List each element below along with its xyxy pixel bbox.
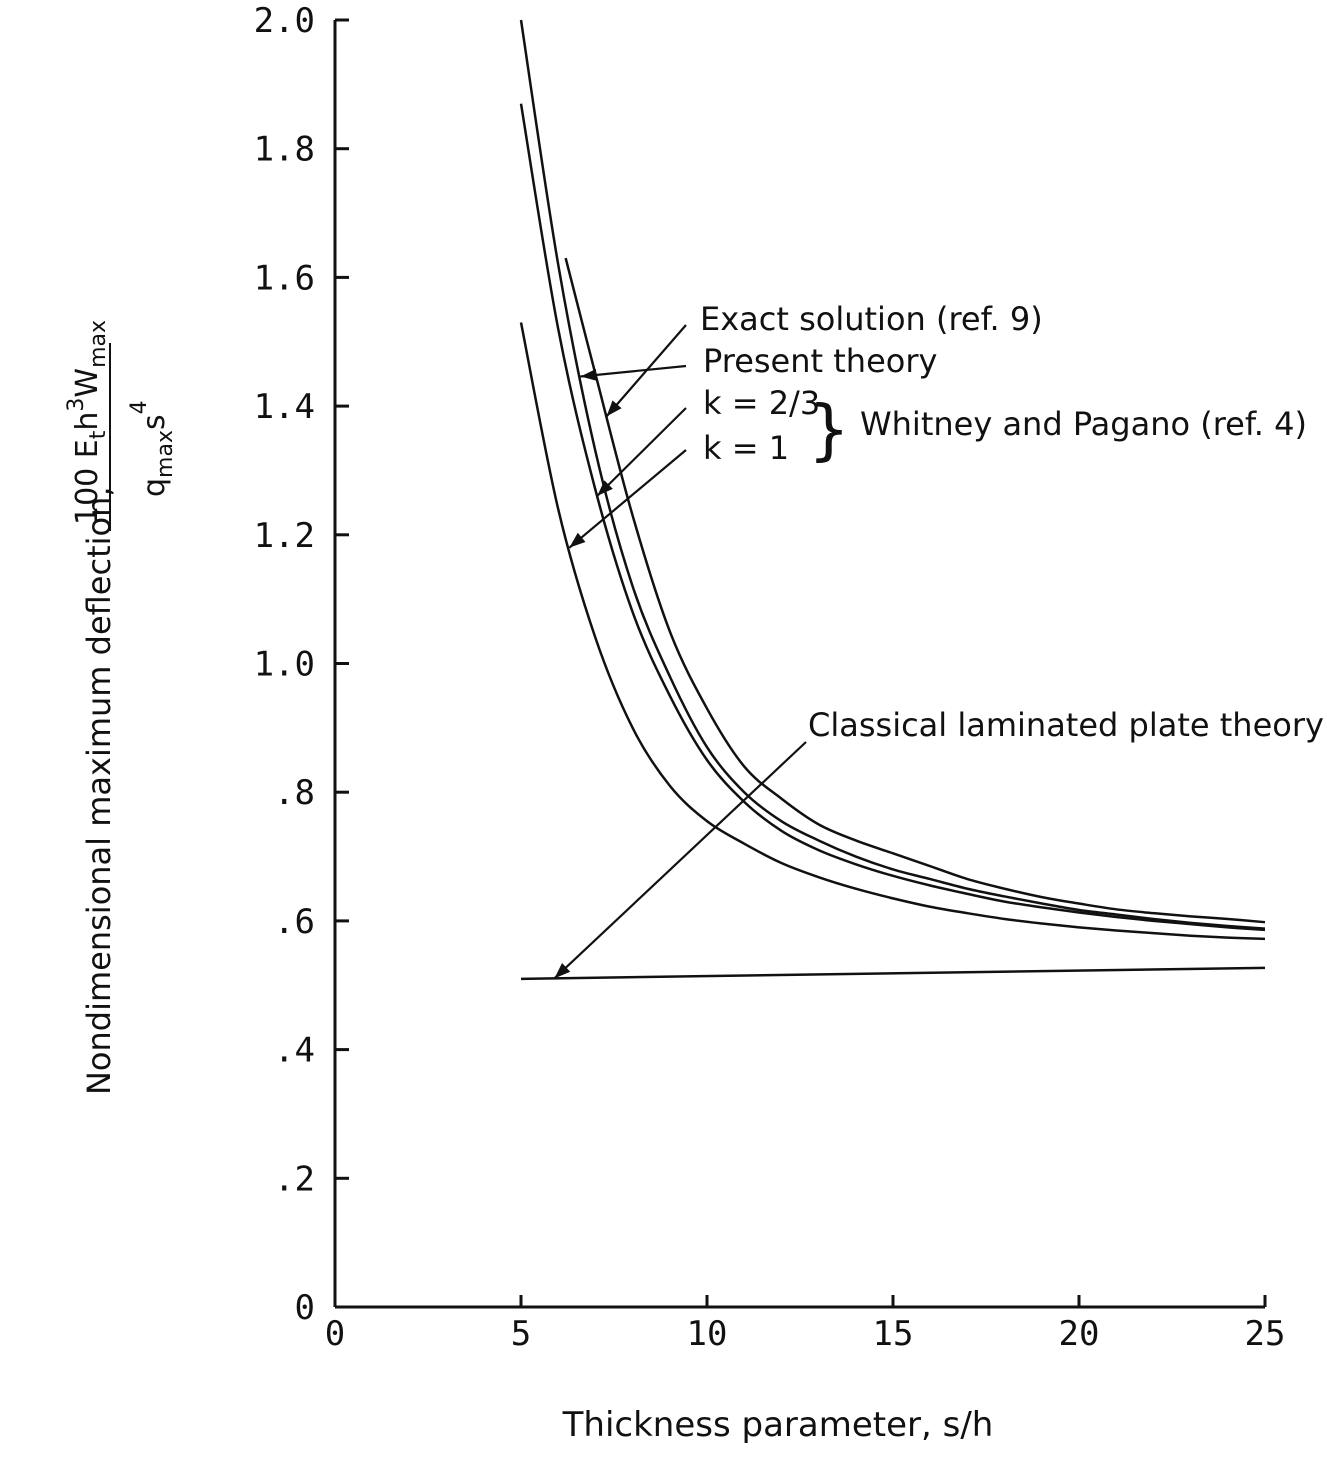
- num-part-t: t: [86, 430, 111, 439]
- leader-line: [596, 407, 687, 497]
- annotation-present: Present theory: [703, 342, 937, 380]
- leader-line: [568, 449, 687, 549]
- annotation-k-one: k = 1: [703, 429, 789, 467]
- annotation-k-two-thirds: k = 2/3: [703, 384, 820, 422]
- series-line-0: [564, 257, 1266, 924]
- arrowhead: [597, 480, 613, 496]
- y-tick-label: .4: [274, 1031, 315, 1071]
- series-line-4: [520, 966, 1266, 981]
- y-tick-label: 1.0: [254, 645, 315, 685]
- arrowhead: [554, 962, 571, 979]
- y-axis-fraction: 100 Eth3Wmax qmaxs4: [64, 320, 178, 531]
- num-part-100E: 100 E: [70, 439, 105, 525]
- y-axis-numerator: 100 Eth3Wmax: [64, 320, 111, 525]
- num-part-W: W: [70, 368, 105, 398]
- den-part-4: 4: [127, 400, 152, 414]
- axes: [333, 20, 1265, 1309]
- x-tick-label: 15: [873, 1314, 914, 1354]
- leader-line: [553, 741, 807, 980]
- y-axis-denominator: qmaxs4: [127, 400, 178, 497]
- x-tick-label: 20: [1059, 1314, 1100, 1354]
- num-part-max: max: [86, 320, 111, 368]
- y-axis-label-prefix: Nondimensional maximum deflection,: [80, 486, 118, 1095]
- y-tick-label: .6: [274, 902, 315, 942]
- tick-marks: 0 .2 .4 .6 .8 1.0 1.2 1.4 1.6 1.8 2.0 0 5 10 15 20 25: [254, 1, 1286, 1354]
- annotation-whitney-pagano: Whitney and Pagano (ref. 4): [860, 405, 1307, 443]
- y-tick-label: 1.4: [254, 387, 315, 427]
- arrowhead: [580, 368, 598, 381]
- den-part-q: q: [137, 478, 172, 497]
- x-tick-label: 5: [511, 1314, 531, 1354]
- arrowhead: [569, 532, 586, 548]
- curves: [519, 19, 1266, 981]
- annotation-leaders: [553, 324, 807, 980]
- x-tick-label: 0: [325, 1314, 345, 1354]
- y-tick-label: 1.2: [254, 516, 315, 556]
- annotation-exact: Exact solution (ref. 9): [700, 300, 1043, 338]
- den-part-s: s: [137, 414, 172, 430]
- num-part-h: h: [70, 412, 105, 431]
- y-tick-label: .2: [274, 1159, 315, 1199]
- y-tick-label: 0: [295, 1288, 315, 1328]
- y-tick-label: 1.6: [254, 258, 315, 298]
- y-tick-label: .8: [274, 773, 315, 813]
- den-part-max: max: [153, 430, 178, 478]
- series-line-3: [519, 322, 1266, 941]
- x-axis-label: Thickness parameter, s/h: [562, 1405, 994, 1445]
- annotation-classical: Classical laminated plate theory: [808, 706, 1324, 744]
- x-tick-label: 10: [687, 1314, 728, 1354]
- y-tick-label: 1.8: [254, 130, 315, 170]
- y-axis-label: Nondimensional maximum deflection, 100 E…: [64, 320, 178, 1095]
- x-tick-label: 25: [1245, 1314, 1286, 1354]
- annotation-brace: }: [808, 391, 850, 468]
- series-line-1: [519, 19, 1266, 930]
- arrowhead: [606, 400, 622, 417]
- leader-line: [580, 364, 687, 378]
- num-part-3: 3: [64, 398, 89, 412]
- y-tick-label: 2.0: [254, 1, 315, 41]
